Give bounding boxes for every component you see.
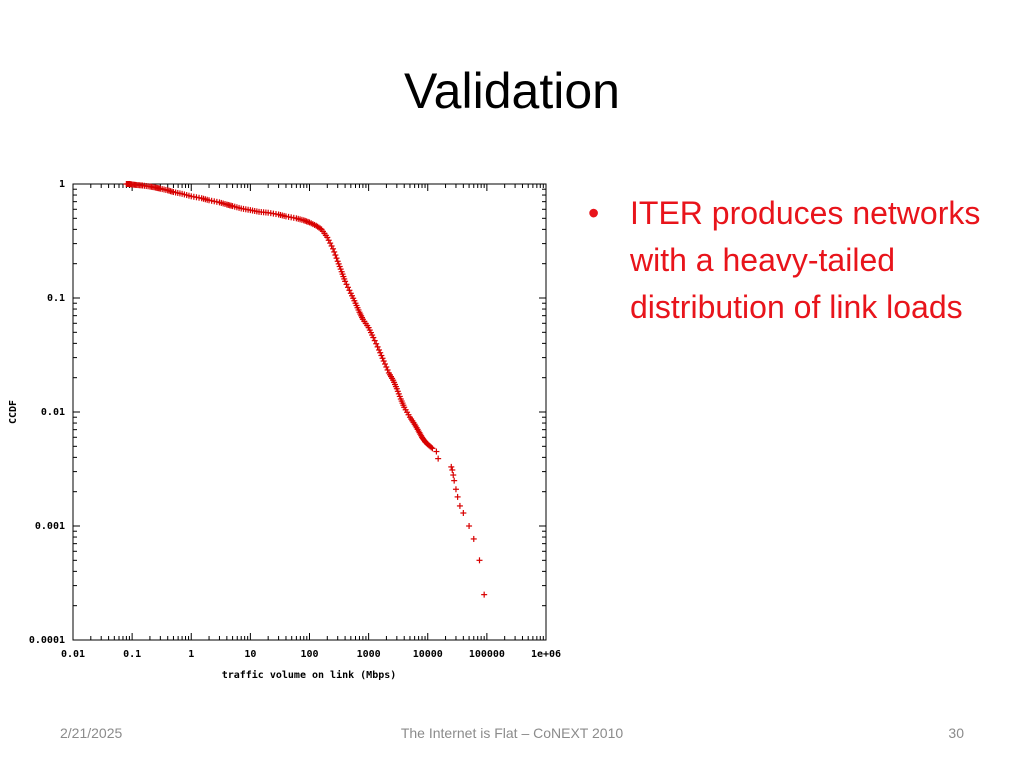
data-point xyxy=(454,493,461,500)
data-point xyxy=(429,445,436,452)
data-point xyxy=(317,225,324,232)
data-point xyxy=(334,258,341,265)
x-tick-label: 10000 xyxy=(413,649,443,660)
data-point xyxy=(331,248,338,255)
data-point xyxy=(374,343,381,350)
data-point xyxy=(379,355,386,362)
y-tick-label: 0.1 xyxy=(47,293,65,304)
data-point xyxy=(346,287,353,294)
bullet-list: • ITER produces networks with a heavy-ta… xyxy=(588,190,1008,331)
data-point xyxy=(460,510,467,517)
data-point xyxy=(377,349,384,356)
data-point xyxy=(433,448,440,455)
data-point xyxy=(456,502,463,509)
x-tick-label: 0.01 xyxy=(61,649,85,660)
x-tick-label: 10 xyxy=(244,649,256,660)
data-point xyxy=(373,340,380,347)
data-point xyxy=(332,252,339,259)
data-point xyxy=(449,466,456,473)
data-point xyxy=(380,358,387,365)
data-point xyxy=(325,237,332,244)
data-point xyxy=(376,346,383,353)
data-point xyxy=(327,240,334,247)
data-point xyxy=(428,444,435,451)
footer-date: 2/21/2025 xyxy=(60,725,123,741)
footer-title: The Internet is Flat – CoNEXT 2010 xyxy=(400,725,624,741)
slide-title: Validation xyxy=(404,63,620,119)
data-point xyxy=(435,455,442,462)
y-tick-label: 0.01 xyxy=(41,407,65,418)
data-point xyxy=(337,266,344,273)
data-point xyxy=(452,486,459,493)
x-tick-label: 100000 xyxy=(469,649,505,660)
data-point xyxy=(476,557,483,564)
data-point xyxy=(450,472,457,479)
data-point xyxy=(448,463,455,470)
data-point xyxy=(328,242,335,249)
x-axis: 0.01 0.1 1 10 100 1000 10000 100000 1e+06 xyxy=(61,184,561,660)
ccdf-plot-svg: 1 0.1 0.01 0.001 0.0001 0.01 0.1 1 10 100 1000 100… xyxy=(8,179,561,681)
data-point xyxy=(371,337,378,344)
x-axis-label: traffic volume on link (Mbps) xyxy=(222,669,397,681)
data-point xyxy=(370,334,377,341)
data-point xyxy=(384,366,391,373)
data-series xyxy=(123,181,488,598)
data-point xyxy=(466,523,473,529)
data-point xyxy=(344,284,351,291)
plot-frame xyxy=(72,183,547,641)
x-tick-label: 1000 xyxy=(357,649,381,660)
data-point xyxy=(451,477,458,484)
data-point xyxy=(335,260,342,267)
data-point xyxy=(481,591,488,598)
y-tick-label: 1 xyxy=(59,179,65,190)
y-tick-label: 0.001 xyxy=(35,521,65,532)
data-point xyxy=(330,245,337,252)
data-point xyxy=(382,361,389,368)
y-axis: 1 0.1 0.01 0.001 0.0001 xyxy=(29,179,546,646)
x-tick-label: 1 xyxy=(188,649,194,660)
data-point xyxy=(470,535,477,542)
bullet-marker: • xyxy=(588,195,600,231)
data-point xyxy=(333,255,340,262)
x-tick-label: 1e+06 xyxy=(531,649,561,660)
data-point xyxy=(336,263,343,270)
y-tick-label: 0.0001 xyxy=(29,635,65,646)
x-tick-label: 0.1 xyxy=(123,649,141,660)
data-point xyxy=(343,281,350,288)
x-tick-label: 100 xyxy=(300,649,318,660)
bullet-text: ITER produces networks with a heavy-tail… xyxy=(630,195,981,325)
page-number: 30 xyxy=(948,725,964,741)
data-point xyxy=(378,352,385,359)
data-point xyxy=(383,363,390,370)
ccdf-chart: 1 0.1 0.01 0.001 0.0001 0.01 0.1 1 10 100 1000 100… xyxy=(0,170,570,690)
y-axis-label: CCDF xyxy=(8,400,19,424)
